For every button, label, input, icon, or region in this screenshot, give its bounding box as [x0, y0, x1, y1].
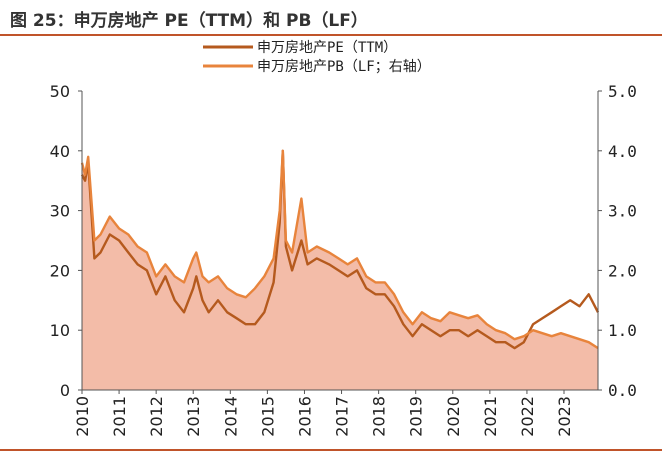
x-tick-label: 2021 — [481, 396, 500, 437]
x-tick-label: 2012 — [147, 396, 166, 437]
x-tick-label: 2016 — [295, 396, 314, 437]
x-tick-label: 2013 — [184, 396, 203, 437]
y-left-tick-label: 40 — [50, 142, 70, 161]
legend-label: 申万房地产PE（TTM） — [257, 40, 397, 56]
y-right-tick-label: 2.0 — [608, 261, 637, 280]
x-tick-label: 2017 — [333, 396, 352, 437]
x-tick-label: 2019 — [407, 396, 426, 437]
legend-label: 申万房地产PB（LF；右轴） — [257, 59, 431, 75]
y-left-tick-label: 0 — [60, 381, 70, 400]
y-left-tick-label: 30 — [50, 202, 70, 221]
x-tick-label: 2018 — [370, 396, 389, 437]
x-tick-label: 2023 — [555, 396, 574, 437]
y-left-tick-label: 10 — [50, 321, 70, 340]
x-tick-label: 2022 — [518, 396, 537, 437]
pe-line — [80, 149, 600, 350]
x-tick-label: 2020 — [444, 396, 463, 437]
x-tick-label: 2010 — [73, 396, 92, 437]
y-right-tick-label: 3.0 — [608, 202, 637, 221]
chart-title: 图 25：申万房地产 PE（TTM）和 PB（LF） — [10, 11, 368, 31]
chart: 0 10 20 30 40 50 0.0 1.0 2.0 3.0 4.0 5.0 2010 2011 201… — [50, 40, 637, 437]
x-tick-label: 2014 — [221, 396, 240, 437]
y-left-tick-label: 20 — [50, 261, 70, 280]
bottom-rule — [0, 449, 662, 451]
top-rule — [0, 34, 662, 36]
legend: 申万房地产PE（TTM） 申万房地产PB（LF；右轴） — [203, 40, 431, 75]
y-right-tick-label: 5.0 — [608, 82, 637, 101]
pb-line — [80, 149, 599, 350]
axes: 0 10 20 30 40 50 0.0 1.0 2.0 3.0 4.0 5.0 2010 2011 201… — [50, 82, 637, 437]
y-right-tick-label: 4.0 — [608, 142, 637, 161]
x-tick-label: 2011 — [110, 396, 129, 437]
y-left-tick-label: 50 — [50, 82, 70, 101]
y-right-tick-label: 1.0 — [608, 321, 637, 340]
y-right-tick-label: 0.0 — [608, 381, 637, 400]
x-tick-label: 2015 — [258, 396, 277, 437]
